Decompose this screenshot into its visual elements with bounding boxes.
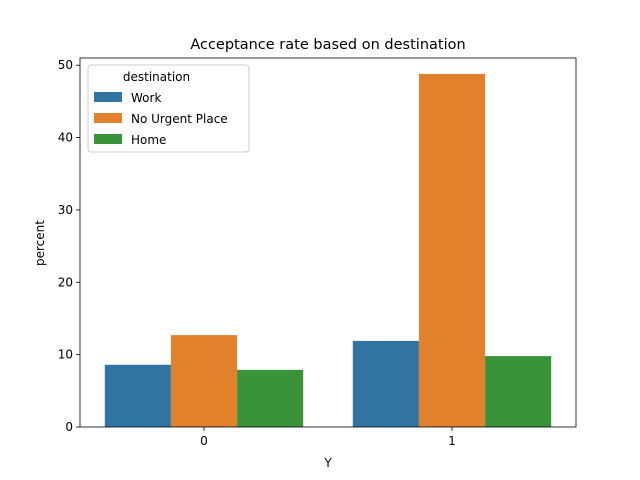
bar-home-1	[485, 356, 552, 427]
y-tick-label: 30	[58, 203, 73, 217]
bar-no-urgent-place-0	[170, 335, 238, 427]
legend: destination Work No Urgent Place Home	[87, 64, 250, 153]
y-tick-label: 50	[58, 58, 73, 72]
bar-home-0	[237, 369, 304, 427]
bar-work-1	[352, 340, 419, 427]
chart-title: Acceptance rate based on destination	[190, 37, 465, 53]
y-tick-label: 10	[58, 348, 73, 362]
plot-frame	[79, 57, 577, 428]
bars-layer	[104, 73, 552, 427]
legend-box	[87, 64, 250, 153]
y-tick-label: 40	[58, 131, 73, 145]
legend-label-no-urgent-place: No Urgent Place	[131, 112, 228, 126]
axes-layer: 0 10 20 30 40 50 0 1	[58, 57, 577, 448]
bar-no-urgent-place-1	[418, 73, 486, 427]
bar-work-0	[104, 364, 171, 427]
legend-swatch-no-urgent-place	[94, 113, 122, 123]
y-tick-label: 0	[65, 420, 73, 434]
legend-swatch-work	[94, 92, 122, 102]
legend-title: destination	[123, 70, 190, 84]
x-tick-label: 0	[200, 434, 208, 448]
y-axis-label: percent	[33, 220, 47, 266]
x-axis-label: Y	[323, 456, 332, 470]
x-tick-label: 1	[448, 434, 456, 448]
legend-swatch-home	[94, 134, 122, 144]
legend-label-work: Work	[131, 91, 161, 105]
legend-label-home: Home	[131, 133, 166, 147]
y-tick-label: 20	[58, 275, 73, 289]
